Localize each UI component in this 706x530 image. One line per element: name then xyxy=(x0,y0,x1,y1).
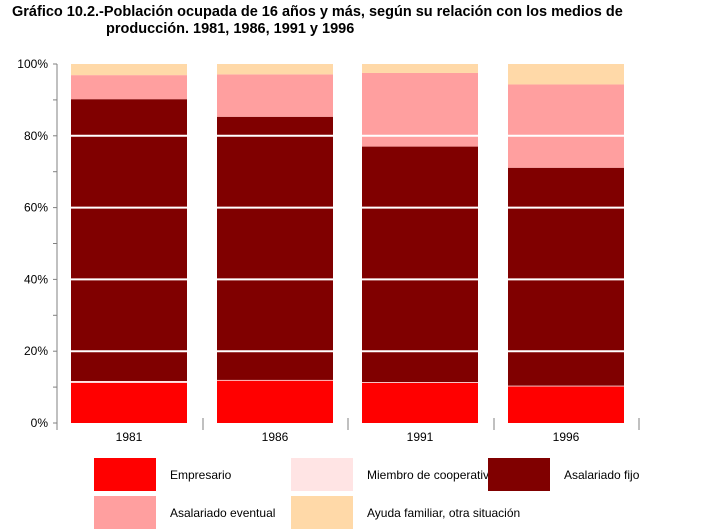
bar-1996-series-2 xyxy=(508,385,624,387)
bar-1981-series-5 xyxy=(71,64,187,76)
bar-1981-series-3 xyxy=(71,99,187,381)
bar-1981-series-1 xyxy=(71,382,187,423)
bar-1996-series-1 xyxy=(508,386,624,423)
bar-1986-series-4 xyxy=(217,74,333,117)
y-tick-label: 80% xyxy=(24,129,48,143)
y-tick-label: 0% xyxy=(31,416,49,430)
bar-1996-series-3 xyxy=(508,167,624,386)
bar-1996-series-5 xyxy=(508,64,624,85)
axes: 0% 20% 40% 60% 80% 100% 1981 1986 1991 1996 xyxy=(17,57,640,444)
x-tick-label: 1996 xyxy=(553,430,580,444)
y-tick-label: 60% xyxy=(24,201,48,215)
bar-1981-series-2 xyxy=(71,380,187,383)
y-tick-label: 100% xyxy=(17,57,48,71)
x-tick-label: 1986 xyxy=(262,430,289,444)
y-tick-label: 40% xyxy=(24,272,48,286)
bar-1991-series-4 xyxy=(362,72,478,147)
x-tick-label: 1991 xyxy=(407,430,434,444)
chart-title: Gráfico 10.2.-Población ocupada de 16 añ… xyxy=(12,4,702,38)
bar-1986-series-5 xyxy=(217,64,333,75)
bar-1986-series-3 xyxy=(217,116,333,380)
bar-1991-series-2 xyxy=(362,382,478,383)
bar-1991-series-5 xyxy=(362,64,478,73)
chart-title-line-2: producción. 1981, 1986, 1991 y 1996 xyxy=(106,21,355,37)
plot-area xyxy=(71,64,624,423)
x-tick-label: 1981 xyxy=(116,430,143,444)
y-tick-label: 20% xyxy=(24,344,48,358)
bar-1986-series-1 xyxy=(217,380,333,423)
bar-1996-series-4 xyxy=(508,84,624,168)
bar-1991-series-3 xyxy=(362,146,478,383)
bar-1981-series-4 xyxy=(71,75,187,100)
bar-1986-series-2 xyxy=(217,379,333,381)
bar-1991-series-1 xyxy=(362,382,478,423)
chart-title-line-1: Gráfico 10.2.-Población ocupada de 16 añ… xyxy=(12,4,623,20)
